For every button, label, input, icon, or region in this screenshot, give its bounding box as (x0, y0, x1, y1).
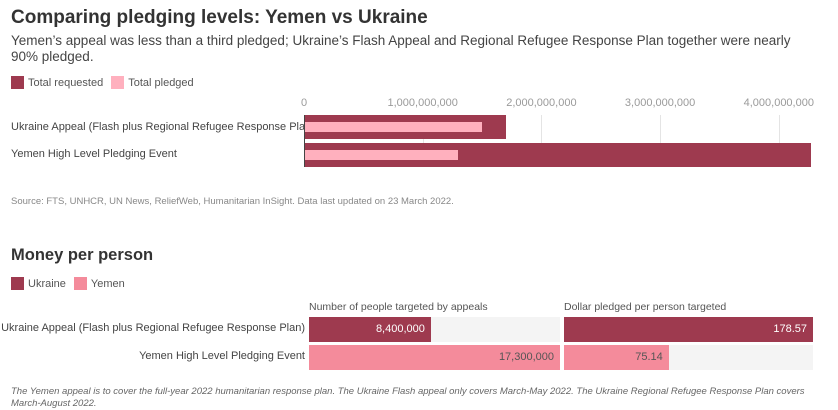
chart1-source: Source: FTS, UNHCR, UN News, ReliefWeb, … (11, 196, 454, 207)
legend-swatch-yemen (73, 277, 87, 290)
legend-label-yemen: Yemen (90, 277, 125, 290)
panel1-value-label: 8,400,000 (375, 323, 425, 335)
bar-pledged (304, 122, 483, 132)
bar-pledged (304, 150, 459, 160)
chart1-legend: Total requested Total pledged (11, 76, 202, 89)
panel1-track: 8,400,000 (309, 317, 560, 342)
legend-label-pledged: Total pledged (128, 76, 194, 89)
chart2-title: Money per person (11, 246, 154, 264)
x-tick-label: 4,000,000,000 (743, 97, 814, 109)
legend-item-requested: Total requested (11, 76, 103, 89)
chart1-row-label-yemen: Yemen High Level Pledging Event (11, 148, 177, 160)
panel2-track: 75.14 (564, 345, 813, 370)
x-gridline (541, 115, 542, 167)
legend-item-yemen: Yemen (73, 277, 125, 290)
panel2-value-label: 75.14 (635, 351, 663, 363)
panel1-bar-yemen (309, 345, 560, 370)
x-tick-label: 1,000,000,000 (387, 97, 458, 109)
chart1-title: Comparing pledging levels: Yemen vs Ukra… (11, 7, 428, 28)
panel2-value-label: 178.57 (773, 323, 807, 335)
legend-swatch-pledged (111, 76, 125, 89)
x-gridline (779, 115, 780, 167)
panel1-title: Number of people targeted by appeals (309, 301, 488, 313)
panel2-track: 178.57 (564, 317, 813, 342)
legend-swatch-ukraine (11, 277, 24, 290)
panel1-value-label: 17,300,000 (498, 351, 554, 363)
chart2-row-label-ukraine: Ukraine Appeal (Flash plus Regional Refu… (1, 322, 305, 334)
chart1-zero-axis (304, 115, 305, 167)
panel2-bar-yemen (564, 345, 669, 370)
x-tick-label: 2,000,000,000 (506, 97, 577, 109)
legend-label-requested: Total requested (28, 76, 104, 89)
x-gridline (423, 115, 424, 167)
panel1-track: 17,300,000 (309, 345, 560, 370)
chart2-note: The Yemen appeal is to cover the full-ye… (11, 386, 805, 409)
x-gridline (660, 115, 661, 167)
chart1-subtitle: Yemen’s appeal was less than a third ple… (11, 33, 791, 64)
legend-item-pledged: Total pledged (111, 76, 194, 89)
panel1-bar-ukraine (309, 317, 431, 342)
legend-item-ukraine: Ukraine (11, 277, 66, 290)
x-tick-label: 3,000,000,000 (624, 97, 696, 109)
chart1-row-label-ukraine: Ukraine Appeal (Flash plus Regional Refu… (11, 121, 315, 133)
panel2-title: Dollar pledged per person targeted (564, 301, 727, 313)
panel2-bar-ukraine (564, 317, 813, 342)
legend-label-ukraine: Ukraine (28, 277, 66, 290)
chart2-row-label-yemen: Yemen High Level Pledging Event (139, 350, 305, 362)
x-tick-label: 0 (300, 97, 308, 109)
legend-swatch-requested (11, 76, 24, 89)
chart2-legend: Ukraine Yemen (11, 277, 133, 290)
